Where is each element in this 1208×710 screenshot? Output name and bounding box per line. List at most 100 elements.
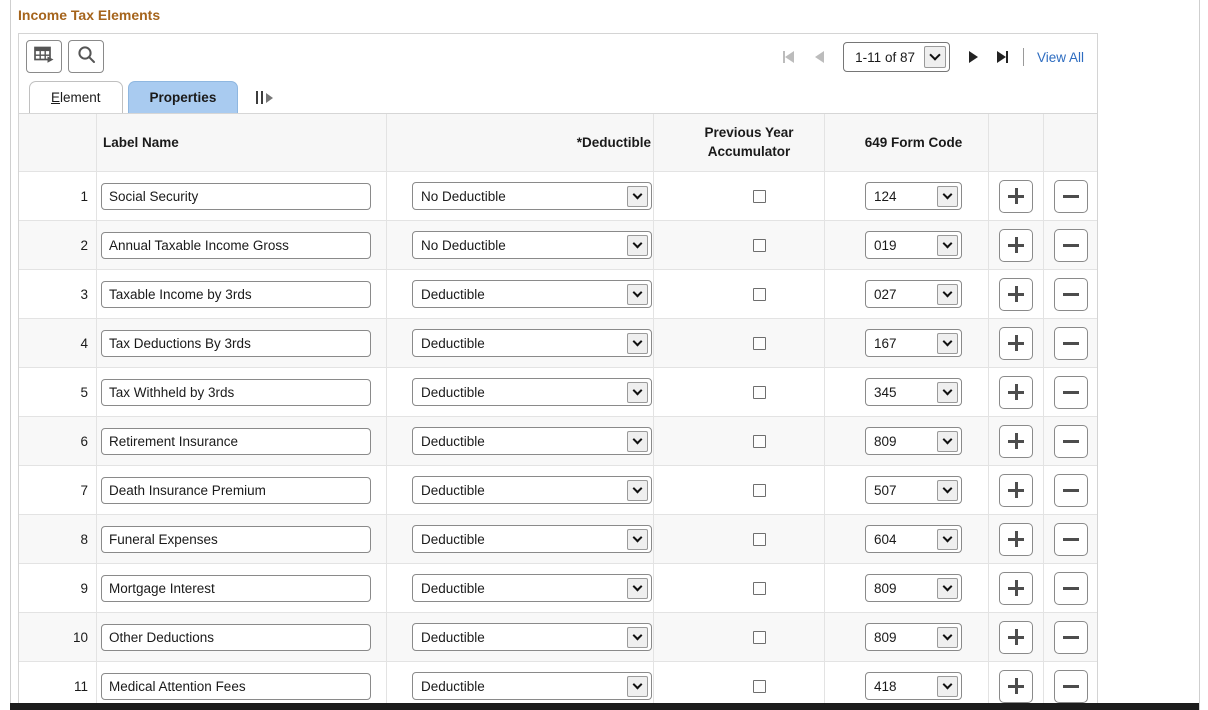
- header-form-code: 649 Form Code: [825, 114, 989, 171]
- row-range-label: 1-11 of 87: [855, 49, 915, 65]
- form-code-select[interactable]: 124: [865, 182, 962, 210]
- tab-properties[interactable]: Properties: [127, 81, 239, 113]
- delete-row-button[interactable]: [1053, 571, 1088, 605]
- prev-year-accumulator-checkbox[interactable]: [752, 434, 766, 448]
- delete-row-button[interactable]: [1053, 326, 1088, 360]
- delete-row-button[interactable]: [1053, 522, 1088, 556]
- label-name-input[interactable]: [101, 280, 371, 308]
- previous-page-arrow-icon: [815, 51, 825, 63]
- form-code-select[interactable]: 809: [865, 427, 962, 455]
- delete-row-button[interactable]: [1053, 179, 1088, 213]
- label-name-input[interactable]: [101, 329, 371, 357]
- deductible-select[interactable]: Deductible: [412, 378, 652, 406]
- chevron-down-icon: [937, 185, 958, 207]
- add-row-button[interactable]: [999, 228, 1033, 262]
- delete-row-button[interactable]: [1053, 620, 1088, 654]
- delete-row-button[interactable]: [1053, 375, 1088, 409]
- add-row-button[interactable]: [999, 179, 1033, 213]
- add-row-button[interactable]: [999, 326, 1033, 360]
- deductible-select[interactable]: Deductible: [412, 574, 652, 602]
- delete-row-button[interactable]: [1053, 473, 1088, 507]
- label-name-input[interactable]: [101, 378, 371, 406]
- add-row-button[interactable]: [999, 473, 1033, 507]
- show-following-tabs-icon[interactable]: [256, 91, 274, 104]
- label-name-input[interactable]: [101, 623, 371, 651]
- next-page-button[interactable]: [968, 51, 978, 63]
- prev-year-accumulator-checkbox[interactable]: [752, 581, 766, 595]
- delete-row-button[interactable]: [1053, 669, 1088, 703]
- form-code-select[interactable]: 507: [865, 476, 962, 504]
- table-row: 2 No Deductible 019: [19, 220, 1097, 269]
- label-name-input[interactable]: [101, 525, 371, 553]
- minus-icon: [1062, 482, 1079, 498]
- view-all-link[interactable]: View All: [1036, 49, 1084, 65]
- add-row-button[interactable]: [999, 669, 1033, 703]
- last-page-button[interactable]: [996, 51, 1008, 63]
- prev-year-accumulator-checkbox[interactable]: [752, 679, 766, 693]
- search-button[interactable]: [68, 40, 104, 73]
- minus-icon: [1062, 629, 1079, 645]
- add-row-button[interactable]: [999, 620, 1033, 654]
- label-name-input[interactable]: [101, 476, 371, 504]
- add-row-button[interactable]: [999, 522, 1033, 556]
- deductible-select[interactable]: Deductible: [412, 280, 652, 308]
- prev-year-accumulator-checkbox[interactable]: [752, 630, 766, 644]
- deductible-select[interactable]: No Deductible: [412, 231, 652, 259]
- deductible-select[interactable]: Deductible: [412, 623, 652, 651]
- prev-year-accumulator-checkbox[interactable]: [752, 287, 766, 301]
- chevron-down-icon: [937, 479, 958, 501]
- prev-year-accumulator-checkbox[interactable]: [752, 189, 766, 203]
- label-name-input[interactable]: [101, 427, 371, 455]
- first-page-icon: [783, 51, 786, 63]
- plus-icon: [1008, 629, 1024, 645]
- deductible-select[interactable]: Deductible: [412, 525, 652, 553]
- label-name-input[interactable]: [101, 182, 371, 210]
- form-code-select[interactable]: 345: [865, 378, 962, 406]
- next-page-arrow-icon: [968, 51, 978, 63]
- previous-page-button[interactable]: [815, 51, 825, 63]
- prev-year-accumulator-checkbox[interactable]: [752, 336, 766, 350]
- delete-row-button[interactable]: [1053, 277, 1088, 311]
- tab-properties-label: Properties: [149, 90, 217, 105]
- minus-icon: [1062, 237, 1079, 253]
- add-row-button[interactable]: [999, 375, 1033, 409]
- plus-icon: [1008, 286, 1024, 302]
- prev-year-accumulator-checkbox[interactable]: [752, 385, 766, 399]
- add-row-button[interactable]: [999, 424, 1033, 458]
- deductible-select[interactable]: Deductible: [412, 672, 652, 700]
- first-page-button[interactable]: [783, 51, 795, 63]
- row-number: 5: [80, 384, 88, 400]
- row-range-select[interactable]: 1-11 of 87: [843, 42, 950, 72]
- plus-icon: [1008, 237, 1024, 253]
- deductible-select[interactable]: Deductible: [412, 329, 652, 357]
- table-row: 6 Deductible 809: [19, 416, 1097, 465]
- chevron-down-icon: [937, 430, 958, 452]
- form-code-select[interactable]: 604: [865, 525, 962, 553]
- add-row-button[interactable]: [999, 571, 1033, 605]
- form-code-select[interactable]: 809: [865, 623, 962, 651]
- plus-icon: [1008, 384, 1024, 400]
- form-code-select[interactable]: 019: [865, 231, 962, 259]
- prev-year-accumulator-checkbox[interactable]: [752, 532, 766, 546]
- form-code-select[interactable]: 167: [865, 329, 962, 357]
- prev-year-accumulator-checkbox[interactable]: [752, 483, 766, 497]
- form-code-select[interactable]: 027: [865, 280, 962, 308]
- add-row-button[interactable]: [999, 277, 1033, 311]
- table-row: 5 Deductible 345: [19, 367, 1097, 416]
- delete-row-button[interactable]: [1053, 424, 1088, 458]
- form-code-select[interactable]: 809: [865, 574, 962, 602]
- deductible-select[interactable]: No Deductible: [412, 182, 652, 210]
- deductible-select[interactable]: Deductible: [412, 476, 652, 504]
- tab-element[interactable]: Element: [29, 81, 123, 113]
- minus-icon: [1062, 433, 1079, 449]
- label-name-input[interactable]: [101, 231, 371, 259]
- label-name-input[interactable]: [101, 574, 371, 602]
- header-delete: [1044, 114, 1097, 171]
- prev-year-accumulator-checkbox[interactable]: [752, 238, 766, 252]
- delete-row-button[interactable]: [1053, 228, 1088, 262]
- table-row: 10 Deductible 809: [19, 612, 1097, 661]
- label-name-input[interactable]: [101, 672, 371, 700]
- deductible-select[interactable]: Deductible: [412, 427, 652, 455]
- form-code-select[interactable]: 418: [865, 672, 962, 700]
- grid-action-menu-button[interactable]: [26, 40, 62, 73]
